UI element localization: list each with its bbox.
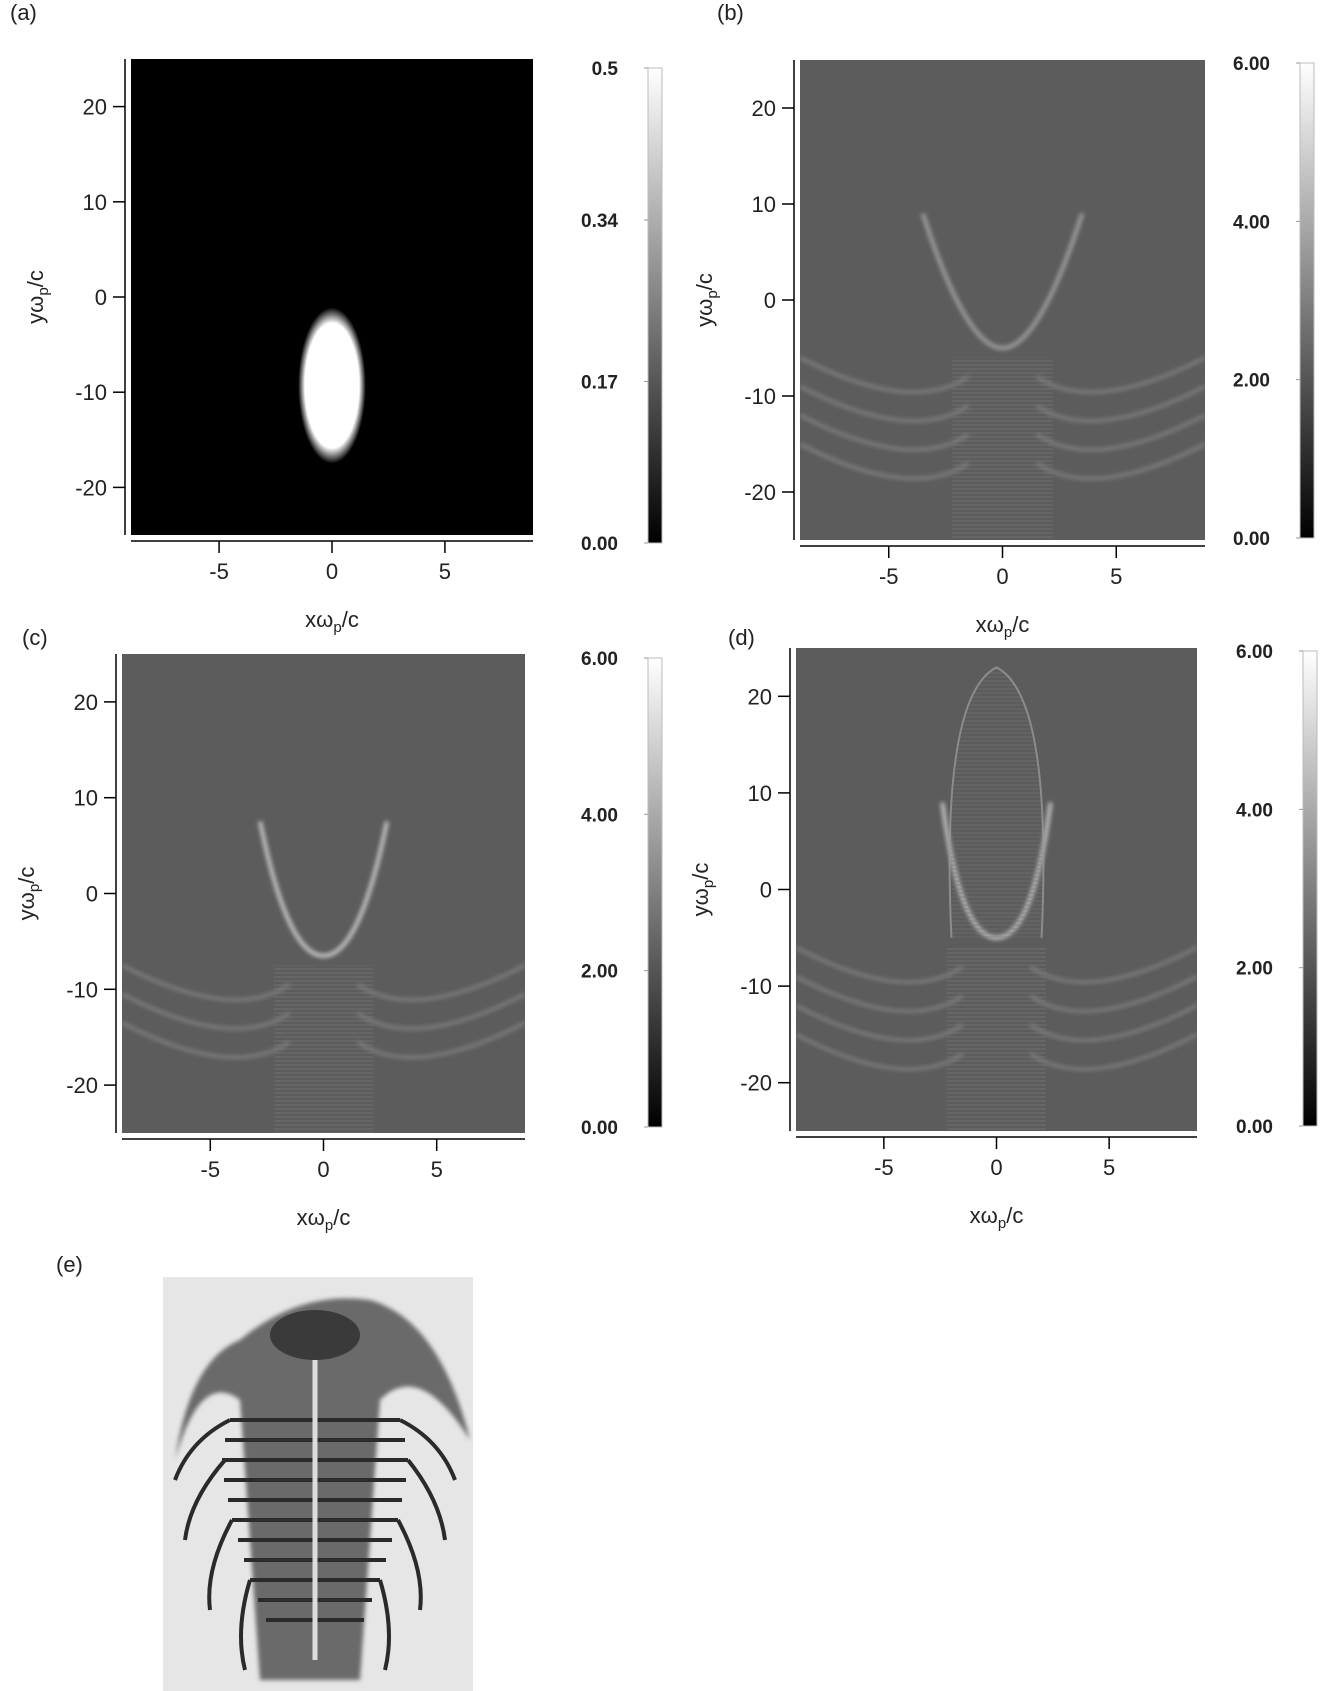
colorbar-tick-label: 0.5 [592,59,619,80]
y-tick-label: 10 [752,192,776,217]
colorbar-tick-label: 6.00 [1236,642,1273,663]
heatmap-blob [298,307,366,464]
panel-label: (b) [717,0,744,25]
y-tick-label: 20 [74,690,98,715]
y-axis-label: yωp/c [14,867,43,921]
y-tick-label: -20 [740,1071,772,1096]
panel-label: (a) [10,0,37,25]
colorbar-tick-label: 4.00 [1236,800,1273,821]
colorbar-tick-label: 2.00 [581,962,618,983]
colorbar [1299,62,1315,539]
y-tick-label: -20 [66,1073,98,1098]
x-tick-label: 5 [431,1157,443,1182]
x-tick-label: 0 [317,1157,329,1182]
y-tick-label: 20 [752,96,776,121]
colorbar-tick-label: 2.00 [1233,371,1270,392]
x-axis-label: xωp/c [970,1203,1024,1232]
panel: (a) -5 0 5 -20 -10 0 10 20 xωp/c yωp/c 0.00 0.17 0.34… [10,0,663,636]
colorbar-tick-label: 0.17 [581,373,618,394]
y-axis-label: yωp/c [692,273,721,327]
panel: (b) -5 0 5 -20 -10 0 10 20 xωp/c yωp/c 0.00 2.00 4.00… [692,0,1315,641]
trilobite-photo [163,1277,473,1691]
x-axis-label: xωp/c [305,607,359,636]
heatmap-texture [273,965,374,1133]
colorbar-tick-label: 0.00 [581,1118,618,1139]
colorbar-tick-label: 2.00 [1236,959,1273,980]
panel-label: (e) [56,1252,83,1277]
colorbar-tick-label: 4.00 [581,805,618,826]
colorbar-tick-label: 4.00 [1233,212,1270,233]
y-axis-label: yωp/c [23,270,52,324]
y-tick-label: -10 [66,977,98,1002]
y-tick-label: -10 [744,384,776,409]
colorbar-tick-label: 0.00 [1233,529,1270,550]
y-tick-label: 0 [760,878,772,903]
heatmap [131,59,533,535]
heatmap [799,60,1206,540]
x-tick-label: -5 [874,1155,894,1180]
heatmap [121,654,526,1133]
y-tick-label: -10 [75,380,107,405]
heatmap-column [948,666,1045,938]
x-tick-label: 0 [996,564,1008,589]
y-tick-label: 0 [764,288,776,313]
y-tick-label: 10 [74,786,98,811]
wake-arc [920,212,1085,351]
colorbar-tick-label: 0.34 [581,211,618,232]
y-tick-label: 0 [95,285,107,310]
colorbar-tick-label: 6.00 [1233,54,1270,75]
colorbar [647,657,663,1128]
y-tick-label: -20 [744,480,776,505]
y-tick-label: -20 [75,475,107,500]
y-tick-label: 10 [83,190,107,215]
y-tick-label: 20 [83,95,107,120]
panel: (d) -5 0 5 -20 -10 0 10 20 xωp/c yωp/c 0.00 2.00 4.00… [688,625,1318,1232]
heatmap [795,648,1198,1131]
x-tick-label: 0 [990,1155,1002,1180]
x-tick-label: -5 [209,559,229,584]
panel-label: (d) [728,625,755,650]
colorbar [647,67,663,544]
y-tick-label: 0 [86,882,98,907]
colorbar-tick-label: 6.00 [581,649,618,670]
y-tick-label: 20 [748,684,772,709]
panel-label: (c) [22,625,48,650]
y-tick-label: 10 [748,781,772,806]
heatmap-texture [946,947,1047,1131]
wake-arc [258,821,389,958]
x-tick-label: 5 [439,559,451,584]
heatmap-texture [952,357,1053,540]
colorbar-tick-label: 0.00 [581,534,618,555]
x-tick-label: 0 [326,559,338,584]
x-tick-label: -5 [879,564,899,589]
panel: (c) -5 0 5 -20 -10 0 10 20 xωp/c yωp/c 0.00 2.00 4.00… [14,625,663,1234]
y-tick-label: -10 [740,974,772,999]
x-tick-label: 5 [1110,564,1122,589]
x-tick-label: -5 [201,1157,221,1182]
colorbar-tick-label: 0.00 [1236,1117,1273,1138]
x-tick-label: 5 [1103,1155,1115,1180]
colorbar [1302,650,1318,1127]
x-axis-label: xωp/c [976,612,1030,641]
y-axis-label: yωp/c [688,863,717,917]
x-axis-label: xωp/c [297,1205,351,1234]
